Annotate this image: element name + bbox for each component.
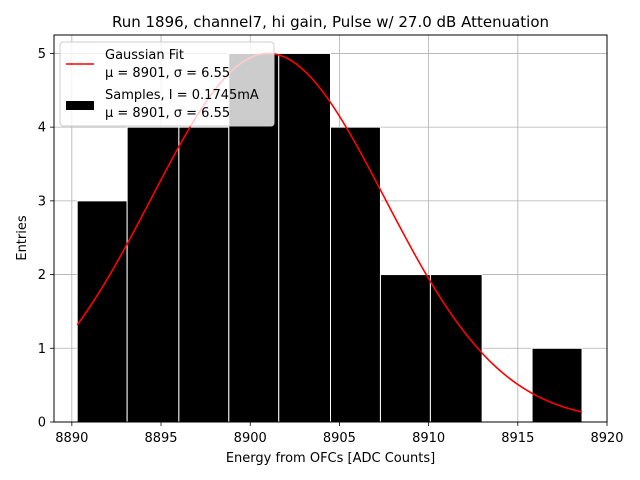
legend-fit-label: Gaussian Fit (105, 48, 184, 63)
histogram-bar-1 (126, 126, 180, 423)
y-ticks: 0 1 2 3 4 5 (38, 47, 54, 431)
y-tick-label-0: 0 (38, 416, 46, 431)
y-tick-label-1: 1 (38, 342, 46, 357)
chart-title: Run 1896, channel7, hi gain, Pulse w/ 27… (112, 13, 549, 31)
x-axis-label: Energy from OFCs [ADC Counts] (226, 451, 435, 466)
x-tick-label-6: 8920 (590, 431, 623, 446)
gaussian-fit-curve (76, 52, 583, 413)
legend-samples-label: Samples, I = 0.1745mA (105, 88, 259, 103)
histogram-bar-0 (76, 200, 128, 423)
x-tick-label-4: 8910 (412, 431, 445, 446)
histogram-bar-6 (379, 274, 431, 423)
x-tick-label-5: 8915 (501, 431, 534, 446)
histogram-bar-4 (278, 52, 331, 423)
legend-box (59, 41, 275, 127)
x-tick-label-3: 8905 (323, 431, 356, 446)
y-tick-label-3: 3 (38, 194, 46, 209)
x-tick-label-2: 8900 (234, 431, 267, 446)
x-ticks: 8890 8895 8900 8905 8910 8915 8920 (55, 422, 624, 446)
histogram-bar-5 (330, 126, 381, 423)
legend-samples-params: μ = 8901, σ = 6.55 (105, 106, 230, 121)
y-tick-label-5: 5 (38, 47, 46, 62)
histogram-bar-2 (178, 126, 230, 423)
legend-fit-params: μ = 8901, σ = 6.55 (105, 66, 230, 81)
y-axis-label: Entries (15, 215, 30, 261)
legend-samples-swatch (66, 101, 94, 110)
legend: Gaussian Fit μ = 8901, σ = 6.55 Samples,… (59, 41, 275, 127)
axes-frame (53, 34, 608, 423)
fit-curve-group (76, 52, 583, 413)
histogram-bar-7 (429, 274, 483, 423)
x-tick-label-0: 8890 (55, 431, 88, 446)
y-tick-label-4: 4 (38, 121, 46, 136)
x-tick-label-1: 8895 (144, 431, 177, 446)
y-tick-label-2: 2 (38, 268, 46, 283)
